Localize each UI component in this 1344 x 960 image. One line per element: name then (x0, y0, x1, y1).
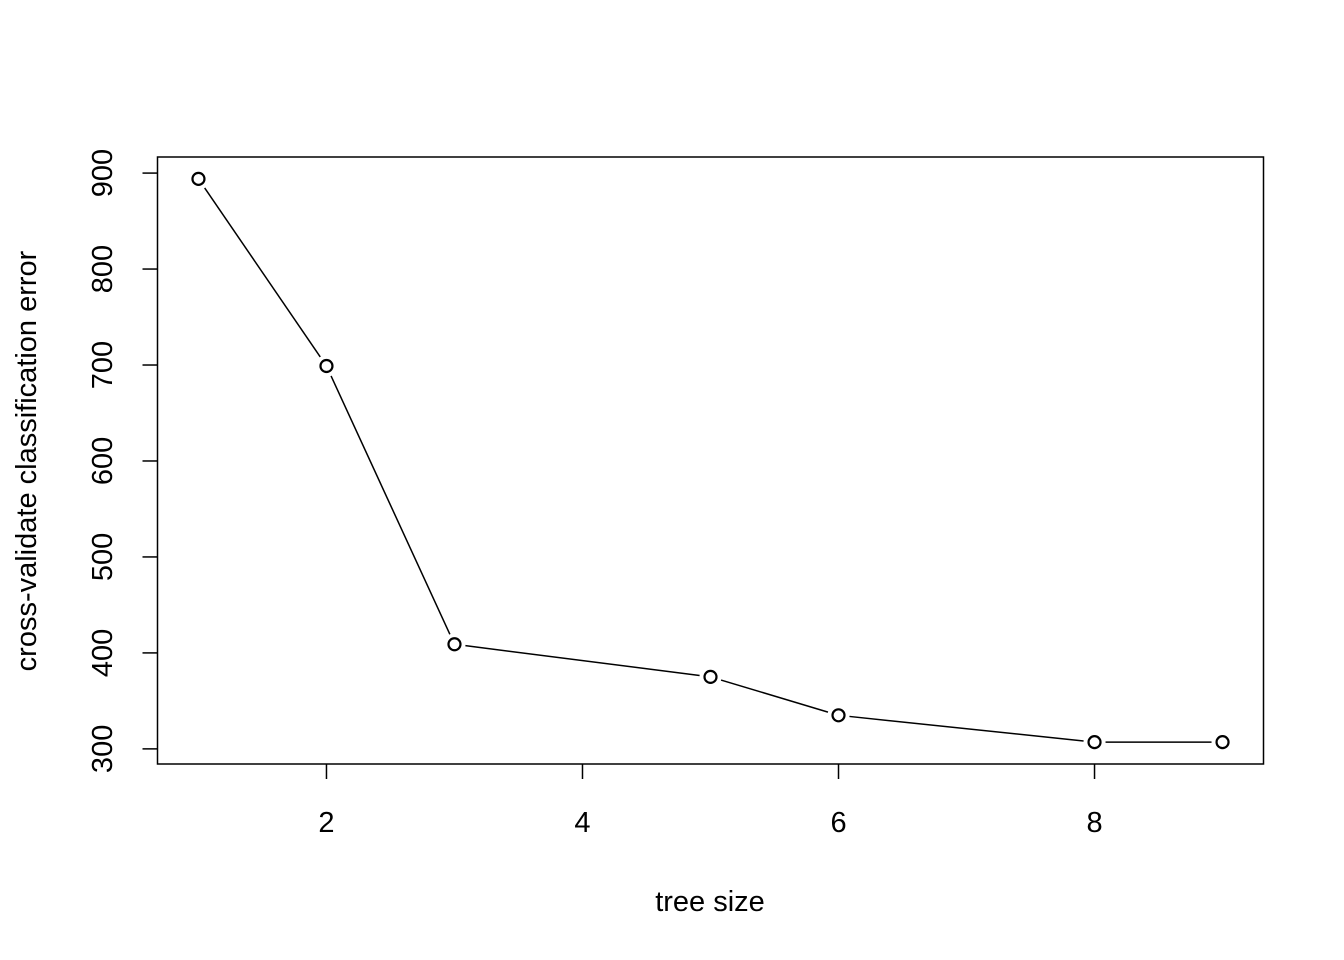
x-tick-label: 6 (830, 807, 846, 839)
data-point (191, 171, 206, 186)
data-point (447, 637, 462, 652)
series-line-segment (465, 644, 700, 677)
y-axis: 300 400 500 600 700 800 900 (87, 149, 158, 773)
data-point (1087, 735, 1102, 750)
y-tick-label: 800 (87, 245, 119, 293)
y-tick-label: 300 (87, 725, 119, 773)
y-tick-label: 400 (87, 629, 119, 677)
y-tick-label: 500 (87, 533, 119, 581)
y-tick-label: 900 (87, 149, 119, 197)
series-line-segment (849, 715, 1084, 742)
y-tick-label: 600 (87, 437, 119, 485)
x-axis: 2 4 6 8 (318, 764, 1103, 839)
x-tick-label: 2 (318, 807, 334, 839)
y-tick-label: 700 (87, 341, 119, 389)
data-point (1215, 735, 1230, 750)
data-point (831, 708, 846, 723)
x-tick-label: 4 (574, 807, 590, 839)
x-axis-label: tree size (655, 886, 765, 918)
data-point (703, 669, 718, 685)
series-line-segment (720, 679, 829, 713)
data-point (319, 358, 334, 374)
series-line-segment (330, 375, 451, 635)
y-axis-label: cross-validate classification error (11, 250, 43, 671)
x-tick-label: 8 (1086, 807, 1102, 839)
series-line-segment (204, 187, 321, 358)
data-series (191, 171, 1230, 750)
